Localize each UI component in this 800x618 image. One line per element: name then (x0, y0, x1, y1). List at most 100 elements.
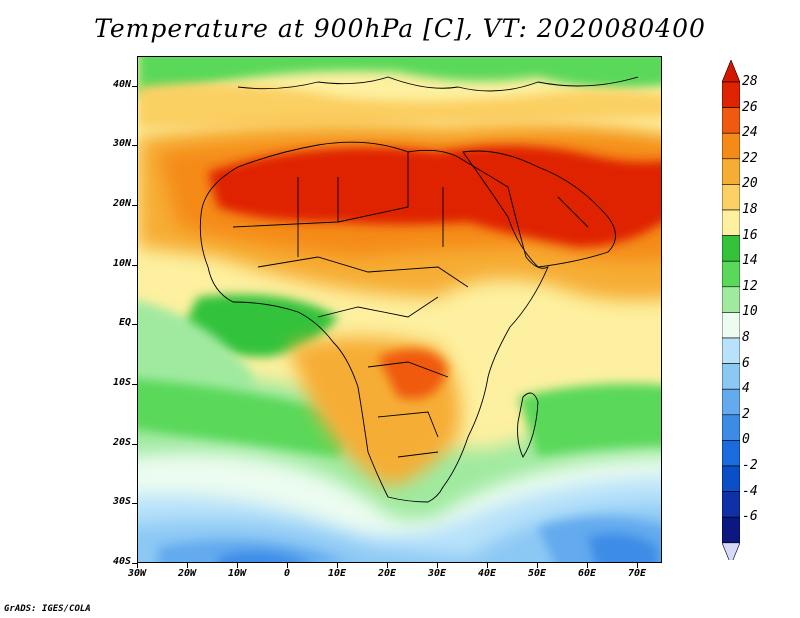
colorbar-swatch (722, 440, 740, 467)
colorbar-swatch (722, 81, 740, 108)
lon-tick-label: 70E (627, 568, 647, 579)
border-10 (557, 196, 589, 228)
border-7 (397, 451, 439, 458)
arabia-coast (462, 150, 616, 268)
field-light-atlantic (138, 300, 254, 407)
lon-tick-label: 30W (127, 568, 147, 579)
border-3 (257, 256, 469, 288)
lon-tick-mark (287, 563, 288, 568)
colorbar-swatch (722, 132, 740, 160)
lon-tick-mark (537, 563, 538, 568)
colorbar-swatch (722, 184, 740, 211)
colorbar-level-label: 12 (742, 278, 758, 294)
lat-tick-label: 30S (112, 496, 131, 508)
colorbar-level-label: 6 (742, 355, 750, 371)
colorbar-level-label: 20 (742, 176, 758, 192)
colorbar-level-label: -2 (742, 458, 758, 473)
colorbar-level-label: 8 (742, 330, 750, 345)
lon-tick-label: 20E (377, 568, 397, 579)
field-green-north (138, 57, 661, 97)
lon-tick-mark (187, 563, 188, 568)
map-title: Temperature at 900hPa [C], VT: 202008040… (94, 14, 706, 43)
colorbar-swatch (722, 516, 740, 544)
colorbar-level-label: 18 (742, 202, 758, 217)
lat-tick-mark (132, 85, 137, 87)
lat-tick-mark (132, 145, 137, 147)
lat-tick-mark (132, 324, 137, 326)
colorbar-level-label: 4 (742, 381, 750, 397)
field-deepblue-s (158, 517, 661, 562)
colorbar-swatch (722, 286, 740, 313)
colorbar-swatch (722, 363, 740, 390)
lon-tick-mark (437, 563, 438, 568)
colorbar-low-tip (722, 542, 740, 560)
border-6 (377, 411, 439, 438)
colorbar (722, 60, 740, 560)
field-red-congo (378, 349, 448, 399)
field-green-indian (518, 383, 661, 457)
lat-tick-label: EQ (118, 317, 131, 329)
colorbar-swatch (722, 235, 740, 262)
temperature-field (138, 57, 661, 562)
colorbar-level-label: 22 (742, 150, 758, 166)
colorbar-level-label: 24 (742, 125, 758, 141)
colorbar-swatch (722, 107, 740, 134)
lon-tick-label: 40E (477, 568, 497, 579)
colorbar-level-label: 10 (742, 304, 758, 320)
colorbar-level-label: 2 (742, 406, 750, 422)
lon-tick-mark (487, 563, 488, 568)
field-green-s-atlantic (138, 378, 345, 457)
colorbar-level-label: 28 (742, 74, 758, 89)
lat-tick-label: 30N (112, 138, 131, 150)
lon-tick-label: 50E (527, 568, 547, 579)
border-4 (317, 296, 439, 318)
country-borders (199, 76, 639, 503)
border-5 (367, 361, 449, 378)
lat-tick-label: 40N (112, 78, 131, 90)
colorbar-swatch (722, 414, 740, 441)
border-2 (337, 152, 409, 223)
lon-tick-mark (587, 563, 588, 568)
mediterranean-north (237, 76, 639, 92)
field-darkest-s (218, 533, 658, 562)
colorbar-swatch (722, 158, 740, 185)
lat-tick-mark (132, 503, 137, 505)
lat-tick-mark (132, 563, 137, 564)
temperature-map (137, 56, 662, 563)
lat-tick-mark (132, 443, 137, 445)
lon-tick-label: 20W (177, 568, 197, 579)
lat-tick-mark (132, 264, 137, 266)
madagascar (517, 392, 539, 458)
lon-tick-label: 60E (577, 568, 597, 579)
map-canvas (138, 57, 661, 562)
lon-tick-mark (137, 563, 138, 568)
lat-tick-label: 20N (112, 198, 131, 210)
colorbar-swatch (722, 491, 740, 518)
colorbar-level-label: 14 (742, 253, 758, 269)
field-yellow-north (138, 83, 661, 127)
colorbar-swatch (722, 209, 740, 236)
grads-credit: GrADS: IGES/COLA (4, 604, 91, 614)
colorbar-level-label: 26 (742, 99, 758, 115)
lat-tick-label: 40S (112, 556, 131, 567)
lon-tick-mark (337, 563, 338, 568)
lon-tick-label: 10E (327, 568, 347, 579)
lon-tick-mark (637, 563, 638, 568)
africa-coast (199, 141, 549, 503)
colorbar-swatch (722, 260, 740, 288)
colorbar-swatch (722, 465, 740, 492)
colorbar-swatch (722, 337, 740, 364)
colorbar-level-label: -4 (742, 483, 758, 499)
colorbar-high-tip (722, 60, 740, 83)
lat-tick-mark (132, 205, 137, 207)
colorbar-level-label: 16 (742, 227, 758, 243)
lon-tick-label: 30E (427, 568, 447, 579)
colorbar-swatch (722, 312, 740, 339)
lat-tick-mark (132, 384, 137, 386)
colorbar-swatch (722, 388, 740, 416)
lon-tick-mark (237, 563, 238, 568)
lat-tick-label: 10S (112, 377, 131, 389)
lon-tick-label: 10W (227, 568, 247, 579)
lat-tick-label: 20S (112, 436, 131, 448)
lat-tick-label: 10N (112, 257, 131, 269)
